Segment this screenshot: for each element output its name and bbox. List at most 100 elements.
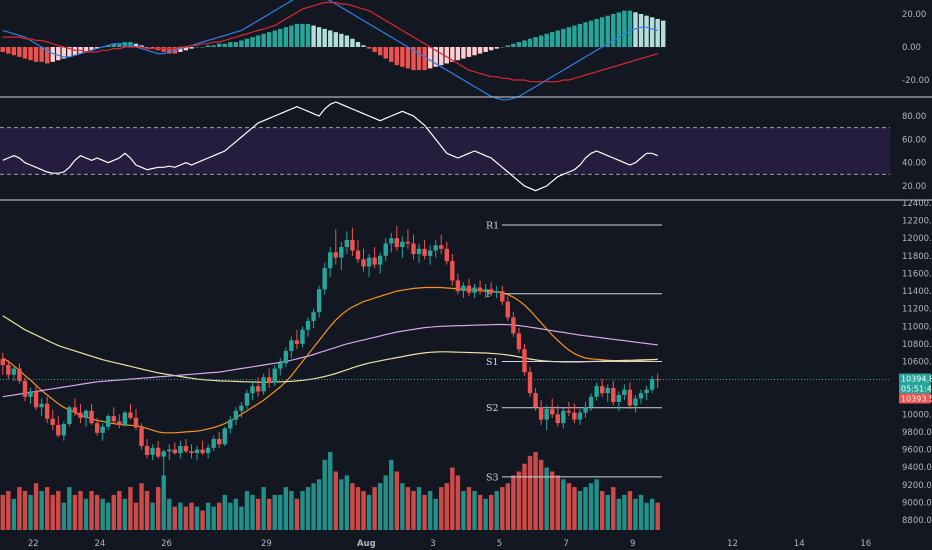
macd-histogram-bar [266, 32, 272, 47]
candle-body [439, 245, 444, 249]
macd-histogram-bar [133, 43, 139, 47]
candle-body [178, 446, 183, 454]
candle-body [11, 368, 17, 375]
macd-histogram-bar [583, 22, 588, 47]
volume-bar [217, 502, 222, 530]
macd-histogram-bar [389, 47, 394, 62]
volume-bar [483, 498, 488, 530]
candle-body [289, 340, 294, 351]
macd-histogram-bar [228, 42, 233, 47]
candle-body [433, 245, 438, 251]
candle-body [117, 421, 122, 425]
date-tick-label: 5 [497, 539, 502, 549]
volume-bar [633, 498, 638, 530]
volume-bar [405, 487, 411, 530]
volume-bar [611, 487, 616, 530]
candle-body [122, 412, 128, 425]
macd-histogram-bar [6, 47, 11, 54]
volume-bar [189, 502, 194, 530]
macd-histogram-bar [516, 42, 522, 47]
candle-body [389, 238, 394, 244]
candle-body [167, 449, 172, 452]
current-price-tag[interactable] [899, 373, 931, 384]
volume-bar [244, 491, 250, 530]
macd-histogram-bar [377, 47, 383, 56]
candle-body [294, 340, 300, 344]
macd-histogram-bar [89, 47, 94, 51]
macd-histogram-bar [200, 47, 205, 48]
macd-histogram-bar [244, 38, 250, 47]
candle-body [472, 287, 477, 293]
candle-body [583, 407, 588, 413]
macd-histogram-bar [488, 47, 494, 51]
volume-bar [350, 483, 355, 530]
candle-body [544, 409, 549, 420]
macd-histogram-bar [361, 45, 366, 47]
candle-body [383, 243, 388, 256]
countdown-tag[interactable] [899, 383, 931, 394]
volume-bar [494, 491, 499, 530]
candle-body [561, 410, 566, 424]
macd-histogram-bar [33, 47, 39, 62]
macd-histogram-bar [205, 45, 211, 47]
volume-bar [178, 502, 183, 530]
price-tick-label: 10800.00 [902, 340, 932, 350]
macd-line [2, 1, 658, 83]
macd-histogram-bar [644, 15, 649, 47]
candle-body [655, 379, 660, 381]
secondary-price-tag[interactable] [899, 393, 931, 404]
macd-histogram-bar [594, 18, 599, 47]
macd-histogram-bar [561, 28, 566, 47]
macd-histogram-bar [455, 47, 461, 61]
volume-bar [366, 494, 372, 530]
volume-bar [255, 498, 261, 530]
volume-bar [133, 502, 139, 530]
volume-bar [305, 487, 311, 530]
volume-bar [627, 491, 633, 530]
candle-body [111, 416, 116, 422]
macd-histogram-bar [211, 45, 216, 47]
volume-bar [83, 498, 89, 530]
volume-bar [455, 475, 461, 530]
pivot-label-s3: S3 [486, 472, 499, 483]
volume-bar [394, 471, 400, 530]
volume-bar [111, 494, 116, 530]
volume-bar [344, 475, 350, 530]
macd-histogram-bar [394, 47, 400, 66]
macd-histogram-bar [11, 47, 17, 56]
candle-body [128, 412, 133, 418]
candle-body [300, 329, 305, 344]
volume-bar [511, 475, 516, 530]
macd-histogram-bar [17, 47, 22, 57]
candle-body [394, 238, 400, 248]
candle-body [377, 255, 383, 265]
volume-bar [583, 487, 588, 530]
macd-histogram-bar [28, 47, 33, 61]
price-scale[interactable]: 20.00 0.00 -20.00 80.00 60.00 40.00 20.00 12400… [899, 10, 932, 526]
volume-bar [100, 498, 105, 530]
time-scale[interactable]: 22 24 26 29 Aug 3 5 7 9 12 14 16 [28, 539, 871, 549]
date-tick-label: 14 [794, 539, 805, 549]
macd-histogram-bar [477, 47, 483, 54]
volume-bar [78, 491, 83, 530]
candle-body [0, 358, 5, 366]
candle-body [228, 419, 233, 429]
volume-bar [450, 467, 455, 530]
candle-body [217, 438, 222, 445]
date-tick-label: Aug [357, 539, 376, 549]
candle-body [233, 410, 239, 420]
macd-pane [0, 0, 666, 101]
candle-body [644, 389, 649, 394]
pivot-label-s2: S2 [486, 403, 499, 414]
candle-body [22, 380, 28, 397]
secondary-price-value: 10393.50 [901, 395, 932, 404]
candle-body [311, 312, 316, 321]
pivot-label-p: P [486, 289, 493, 300]
volume-bar [444, 483, 449, 530]
macd-histogram-bar [72, 47, 78, 56]
volume-bar [200, 510, 205, 530]
volume-bar [433, 498, 438, 530]
candle-body [194, 449, 200, 454]
volume-bar [649, 498, 655, 530]
